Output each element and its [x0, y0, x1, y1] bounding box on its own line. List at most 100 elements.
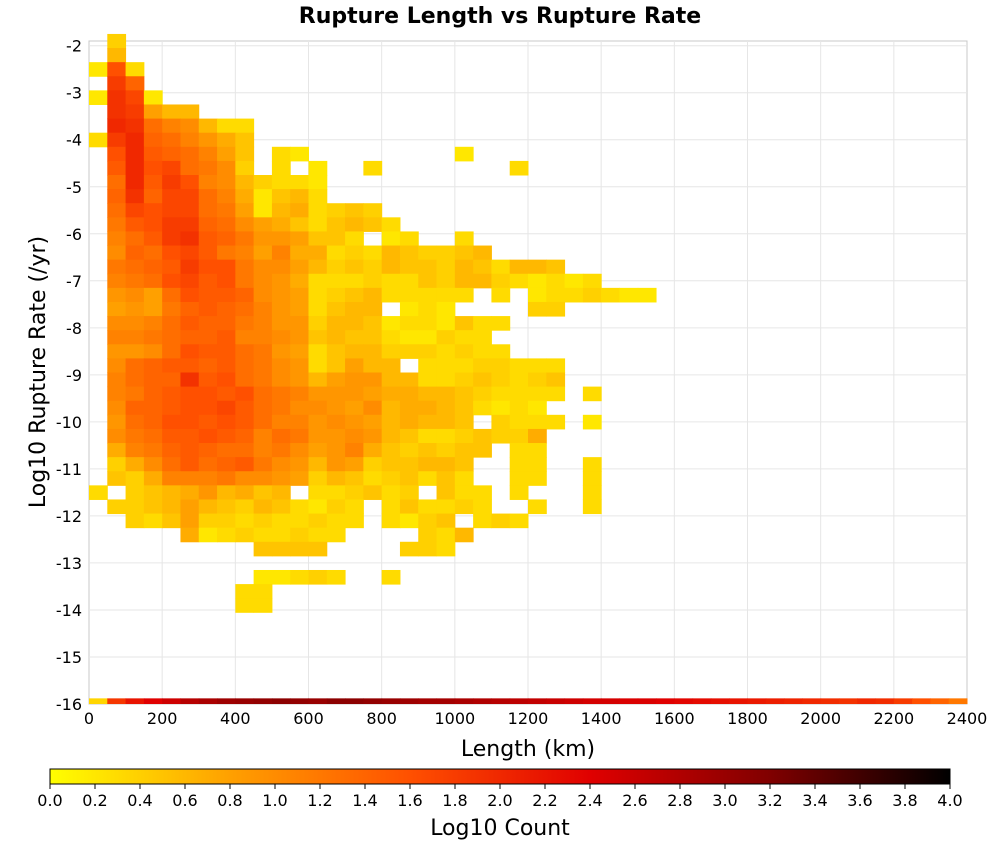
heatmap-cell — [454, 146, 474, 162]
heatmap-cell — [290, 217, 309, 232]
heatmap-cell — [253, 400, 273, 416]
heatmap-cell — [308, 499, 328, 515]
x-tick-label: 600 — [293, 709, 324, 728]
heatmap-cell — [308, 485, 328, 500]
heatmap-cell — [491, 372, 511, 388]
heatmap-cell — [326, 358, 346, 373]
heatmap-cell — [143, 428, 163, 444]
colorbar-tick-label: 2.6 — [622, 791, 647, 810]
heatmap-cell — [473, 259, 492, 275]
heatmap-cell — [235, 146, 255, 162]
heatmap-cell — [198, 372, 218, 388]
heatmap-cell — [308, 698, 328, 704]
heatmap-cell — [454, 443, 474, 458]
heatmap-cell — [546, 259, 566, 275]
heatmap-cell — [180, 485, 200, 500]
heatmap-cell — [491, 400, 511, 416]
heatmap-cell — [326, 527, 346, 543]
heatmap-cell — [345, 400, 364, 416]
heatmap-cell — [290, 513, 309, 529]
heatmap-cell — [473, 499, 492, 515]
heatmap-cell — [454, 414, 474, 430]
heatmap-cell — [454, 457, 474, 472]
heatmap-cell — [162, 499, 181, 515]
heatmap-cell — [491, 513, 511, 529]
heatmap-cell — [473, 372, 492, 388]
heatmap-cell — [491, 287, 511, 303]
colorbar-tick-label: 1.2 — [307, 791, 332, 810]
heatmap-cell — [107, 48, 127, 63]
heatmap-cell — [436, 245, 456, 261]
y-tick-label: -14 — [56, 601, 82, 620]
heatmap-cell — [107, 118, 127, 134]
heatmap-cell — [491, 386, 511, 402]
heatmap-cell — [235, 358, 255, 373]
heatmap-cell — [290, 358, 309, 373]
heatmap-cell — [198, 485, 218, 500]
heatmap-cell — [326, 217, 346, 232]
heatmap-cell — [107, 316, 127, 331]
heatmap-cell — [399, 443, 419, 458]
colorbar-tick-label: 4.0 — [937, 791, 962, 810]
heatmap-cell — [107, 301, 127, 317]
heatmap-cell — [399, 287, 419, 303]
heatmap-cell — [290, 231, 309, 247]
heatmap-cell — [857, 698, 877, 704]
heatmap-cell — [107, 698, 127, 704]
heatmap-cell — [509, 386, 529, 402]
heatmap-cell — [217, 428, 236, 444]
heatmap-cell — [381, 400, 401, 416]
heatmap-cell — [381, 330, 401, 345]
heatmap-cell — [235, 428, 255, 444]
heatmap-cell — [436, 386, 456, 402]
heatmap-cell — [399, 414, 419, 430]
heatmap-cell — [656, 698, 675, 704]
heatmap-cell — [473, 428, 492, 444]
heatmap-cell — [418, 259, 438, 275]
heatmap-cell — [308, 203, 328, 218]
heatmap-cell — [308, 217, 328, 232]
heatmap-cell — [528, 301, 547, 317]
heatmap-cell — [399, 372, 419, 388]
heatmap-cell — [454, 287, 474, 303]
heatmap-cell — [180, 287, 200, 303]
heatmap-cell — [162, 118, 181, 134]
heatmap-cell — [399, 428, 419, 444]
heatmap-cell — [546, 698, 566, 704]
heatmap-cell — [89, 132, 108, 148]
heatmap-cell — [271, 189, 291, 204]
heatmap-cell — [473, 386, 492, 402]
heatmap-cell — [418, 301, 438, 317]
heatmap-cell — [582, 457, 602, 472]
heatmap-cell — [509, 698, 529, 704]
heatmap-cell — [162, 471, 181, 486]
heatmap-cell — [308, 386, 328, 402]
heatmap-cell — [399, 513, 419, 529]
heatmap-cell — [473, 485, 492, 500]
heatmap-cell — [473, 344, 492, 359]
colorbar-tick-label: 0.0 — [37, 791, 62, 810]
heatmap-cell — [271, 527, 291, 543]
heatmap-cell — [528, 400, 547, 416]
heatmap-cell — [326, 259, 346, 275]
heatmap-cell — [308, 189, 328, 204]
chart-title: Rupture Length vs Rupture Rate — [299, 4, 701, 29]
heatmap-cell — [198, 231, 218, 247]
heatmap-cell — [436, 443, 456, 458]
heatmap-cell — [125, 90, 145, 105]
heatmap-cell — [235, 386, 255, 402]
heatmap-cell — [271, 541, 291, 557]
heatmap-cell — [143, 118, 163, 134]
heatmap-cell — [582, 499, 602, 515]
colorbar-tick-label: 0.2 — [82, 791, 107, 810]
heatmap-cell — [271, 231, 291, 247]
heatmap-cell — [217, 118, 236, 134]
heatmap-cell — [253, 471, 273, 486]
heatmap-cell — [143, 132, 163, 148]
heatmap-cell — [162, 428, 181, 444]
y-tick-label: -13 — [56, 554, 82, 573]
heatmap-cell — [345, 245, 364, 261]
x-tick-label: 200 — [147, 709, 178, 728]
heatmap-cell — [162, 146, 181, 162]
heatmap-cell — [253, 698, 273, 704]
